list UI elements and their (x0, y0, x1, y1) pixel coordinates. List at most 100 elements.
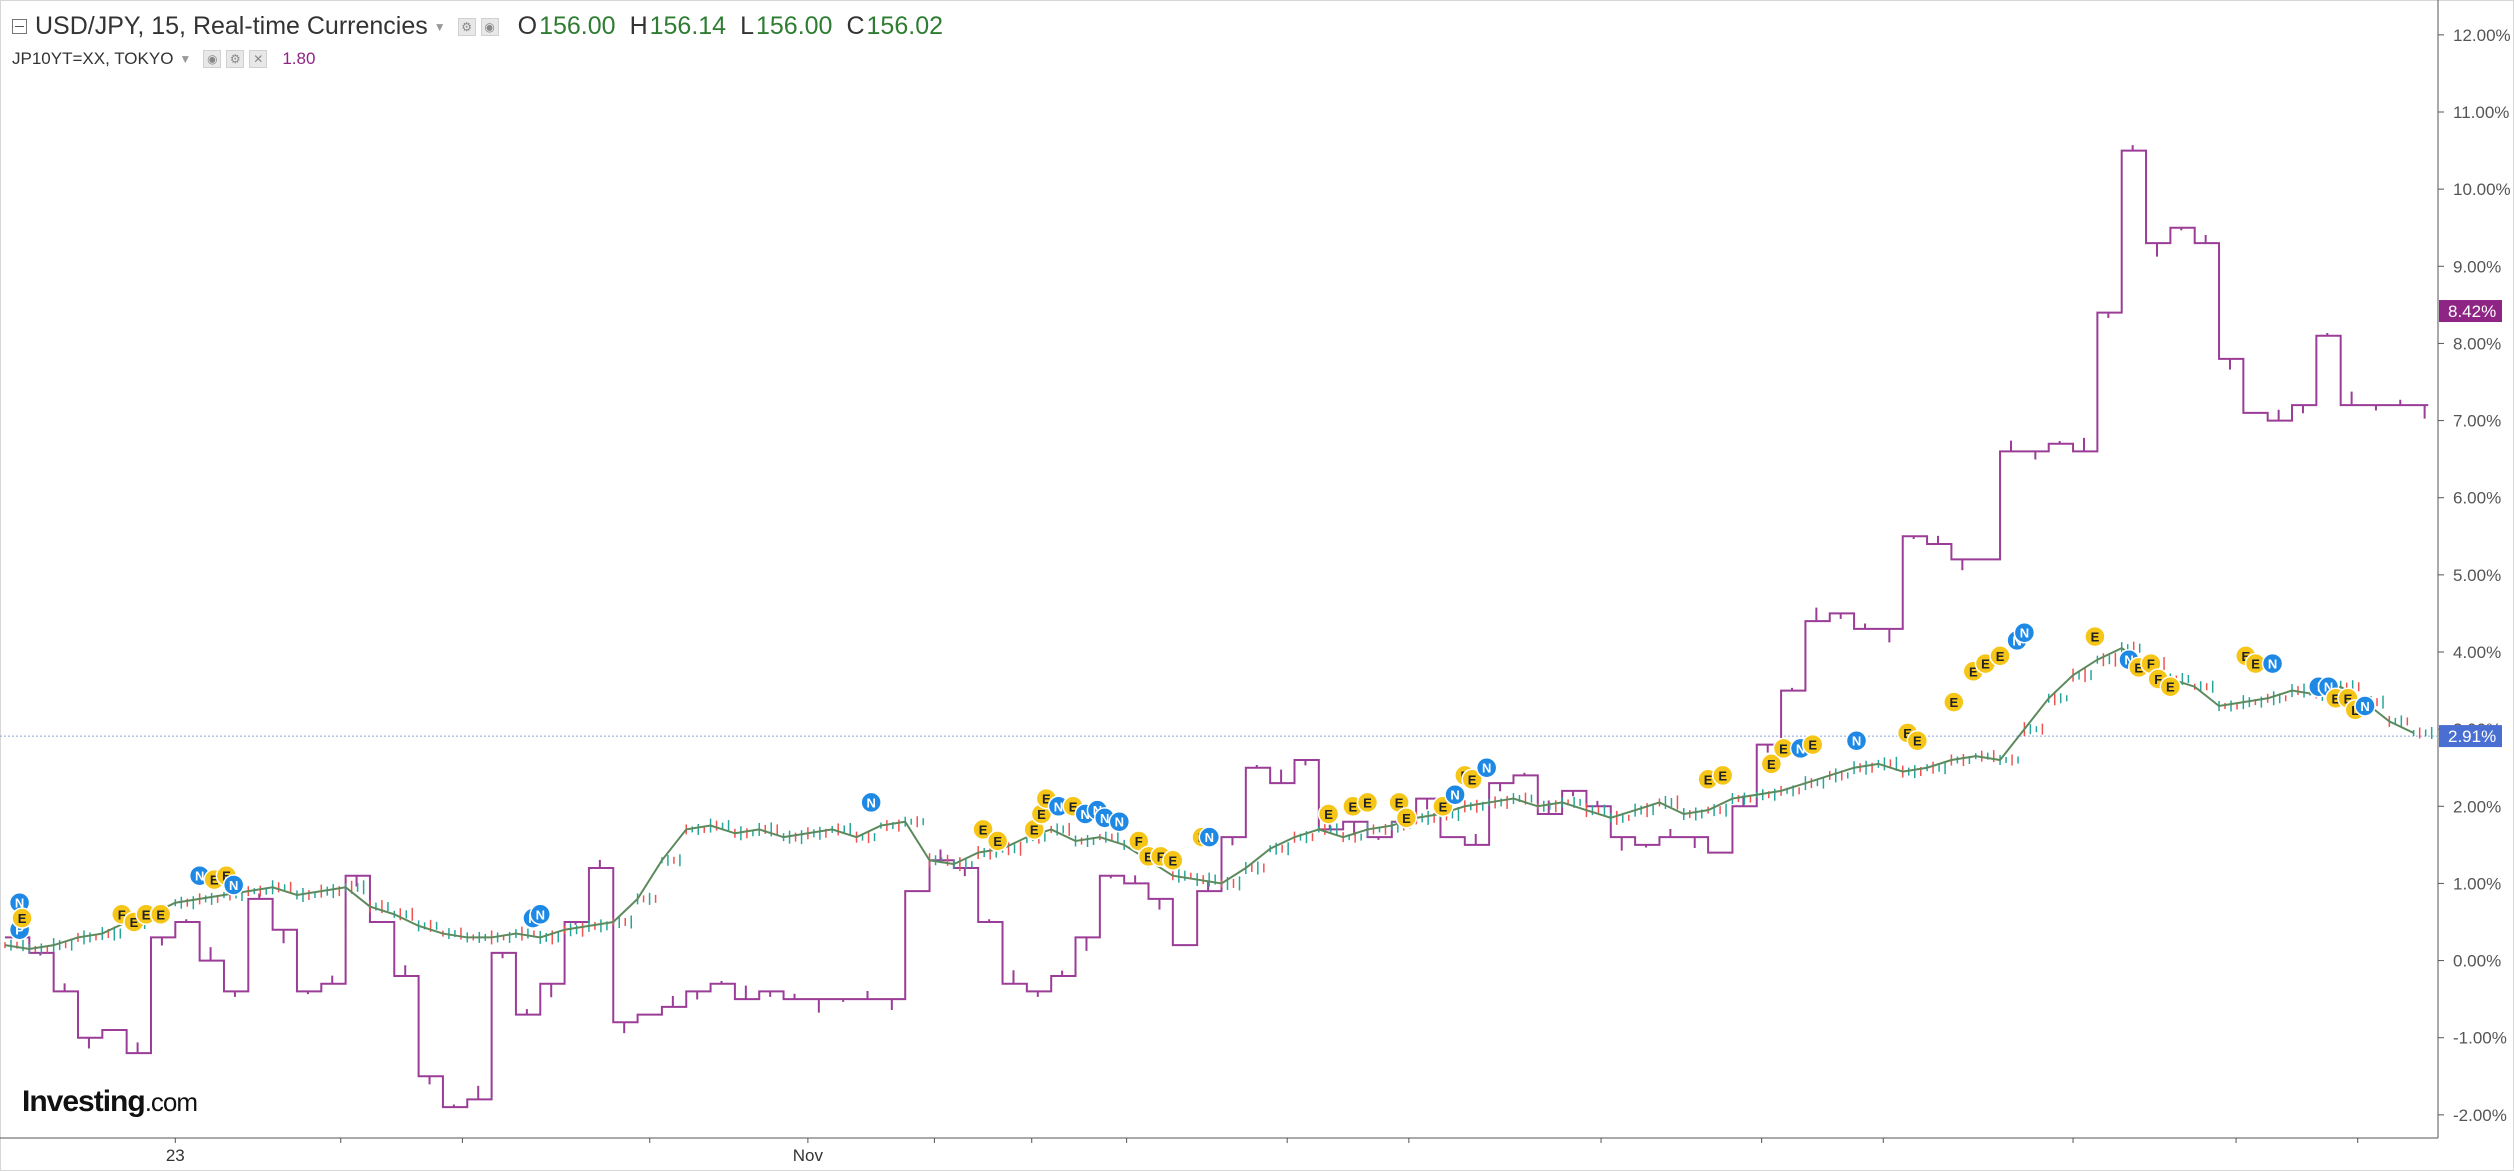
event-label: E (1996, 649, 2005, 664)
event-marker-n[interactable]: N (1108, 810, 1131, 833)
series-line-jp10yt (5, 145, 2429, 1109)
event-marker-e[interactable]: E (1943, 691, 1965, 713)
event-label: E (210, 873, 219, 888)
event-label: N (1482, 761, 1491, 776)
event-marker-n[interactable]: N (1444, 783, 1466, 806)
event-dot (1845, 729, 1868, 752)
price-badge-jp10yt: 8.42% (2439, 300, 2502, 323)
event-label: N (2360, 699, 2369, 714)
event-marker-e[interactable]: E (149, 903, 172, 926)
event-label: E (2251, 657, 2260, 672)
event-dot (2084, 625, 2106, 648)
close-icon[interactable]: ✕ (249, 50, 268, 68)
visibility-icon[interactable]: ◉ (480, 17, 499, 36)
event-dot (1461, 768, 1483, 791)
event-label: E (2241, 649, 2250, 664)
event-marker-e[interactable]: E (1317, 803, 1340, 825)
y-tick-label: 5.00% (2453, 566, 2501, 585)
event-marker-n[interactable]: N (529, 903, 552, 926)
event-dot (1128, 830, 1150, 852)
event-marker-n[interactable]: N (2013, 621, 2036, 644)
event-marker-n[interactable]: N (1475, 756, 1498, 779)
high-label: H (629, 12, 648, 40)
event-dot (1906, 729, 1929, 752)
event-marker-e[interactable]: E (1906, 729, 1929, 752)
event-marker-n[interactable]: N (1845, 729, 1868, 752)
event-label: N (1796, 741, 1805, 756)
event-dot (1395, 807, 1418, 829)
event-marker-n[interactable]: N (2261, 652, 2284, 675)
open-value: 156.00 (539, 12, 616, 40)
event-label: N (1205, 830, 1214, 845)
event-label: N (1852, 734, 1861, 749)
event-label: E (1402, 811, 1411, 826)
event-marker-e[interactable]: E (1760, 753, 1783, 775)
open-label: O (517, 12, 538, 40)
event-label: F (2147, 657, 2155, 672)
event-label: E (1704, 772, 1713, 787)
low-label: L (740, 12, 754, 40)
event-label: E (156, 907, 165, 922)
price-badge-usdjpy: 2.91% (2439, 725, 2502, 748)
event-label: F (118, 907, 126, 922)
event-label: N (195, 869, 204, 884)
event-label: N (15, 896, 24, 911)
event-label: E (1037, 807, 1046, 822)
event-label: E (2166, 680, 2175, 695)
event-dot (1198, 826, 1221, 848)
x-tick-label: 23 (166, 1146, 185, 1165)
event-marker-e[interactable]: E (986, 830, 1009, 852)
event-dot (2354, 695, 2376, 717)
event-marker-e[interactable]: E (2159, 675, 2182, 698)
event-dot (1162, 849, 1184, 872)
event-label: E (1030, 822, 1039, 837)
event-label: E (1808, 738, 1817, 753)
x-tick-label: Nov (793, 1146, 824, 1165)
event-marker-e[interactable]: E (11, 907, 33, 929)
investing-logo: Investing.com (22, 1085, 198, 1119)
chevron-down-icon[interactable]: ▼ (179, 52, 192, 66)
event-marker-n[interactable]: N (1198, 826, 1221, 848)
y-tick-label: 11.00% (2453, 103, 2509, 122)
event-dot (972, 818, 994, 841)
collapse-legend-icon[interactable] (12, 19, 27, 34)
event-marker-e[interactable]: E (1989, 645, 2011, 667)
event-marker-n[interactable]: N (222, 874, 245, 896)
event-dot (1475, 756, 1498, 779)
event-label: N (2020, 626, 2029, 641)
event-marker-e[interactable]: E (1711, 764, 1734, 787)
badge-label: 2.91% (2448, 727, 2496, 746)
event-label: E (142, 907, 151, 922)
event-marker-e[interactable]: E (1801, 733, 1824, 756)
visibility-icon[interactable]: ◉ (203, 50, 222, 68)
event-label: N (536, 907, 545, 922)
event-marker-f[interactable]: F (1128, 830, 1150, 852)
event-label: E (130, 915, 139, 930)
event-marker-e[interactable]: E (1162, 849, 1184, 872)
event-label: E (979, 822, 988, 837)
event-label: E (2331, 691, 2340, 706)
event-dot (2261, 652, 2284, 675)
event-marker-e[interactable]: E (1461, 768, 1483, 791)
event-marker-e[interactable]: E (1356, 791, 1379, 814)
chevron-down-icon[interactable]: ▼ (433, 19, 446, 34)
event-marker-n[interactable]: N (860, 791, 882, 814)
compare-series-title: JP10YT=XX, TOKYO (12, 49, 174, 68)
main-series-legend: USD/JPY, 15, Real-time Currencies ▼ ⚙ ◉ … (12, 12, 943, 41)
event-marker-e[interactable]: E (2084, 625, 2106, 648)
event-dot (2013, 621, 2036, 644)
event-label: N (1100, 811, 1109, 826)
event-marker-e[interactable]: E (972, 818, 994, 841)
close-label: C (846, 12, 865, 40)
event-label: E (1439, 799, 1448, 814)
settings-icon[interactable]: ⚙ (457, 17, 476, 36)
event-label: E (1468, 772, 1477, 787)
event-label: N (866, 795, 875, 810)
y-tick-label: -2.00% (2453, 1106, 2507, 1125)
event-marker-n[interactable]: N (2354, 695, 2376, 717)
settings-icon[interactable]: ⚙ (226, 50, 245, 68)
high-value: 156.14 (649, 12, 727, 40)
event-marker-e[interactable]: E (1395, 807, 1418, 829)
badge-label: 8.42% (2448, 302, 2496, 321)
